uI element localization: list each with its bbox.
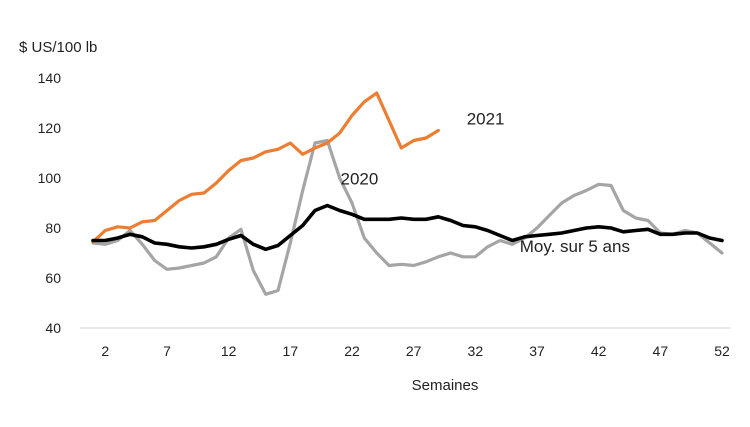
x-tick-label: 52	[714, 343, 730, 359]
series-label-5yr-average: Moy. sur 5 ans	[520, 237, 630, 256]
y-tick-label: 60	[45, 270, 61, 286]
series-line-5yr-average	[91, 203, 724, 252]
series-lines	[91, 91, 724, 296]
x-tick-label: 12	[221, 343, 237, 359]
x-tick-label: 2	[101, 343, 109, 359]
y-tick-label: 80	[45, 220, 61, 236]
x-tick-label: 7	[163, 343, 171, 359]
x-tick-label: 32	[468, 343, 484, 359]
x-axis: 2 7 12 17 22 27 32 37 42 47 52	[101, 343, 730, 359]
y-tick-label: 100	[38, 170, 62, 186]
y-axis: 40 60 80 100 120 140	[38, 70, 62, 336]
x-tick-label: 42	[591, 343, 607, 359]
series-line-2021	[91, 91, 440, 244]
y-tick-label: 40	[45, 320, 61, 336]
x-tick-label: 22	[344, 343, 360, 359]
x-axis-title: Semaines	[412, 377, 479, 394]
series-line-2020	[91, 138, 724, 296]
y-tick-label: 120	[38, 120, 62, 136]
x-tick-label: 27	[406, 343, 422, 359]
series-labels: 2021 2020 Moy. sur 5 ans	[340, 109, 629, 256]
series-label-2021: 2021	[467, 109, 505, 128]
x-tick-label: 47	[653, 343, 669, 359]
y-tick-label: 140	[38, 70, 62, 86]
series-label-2020: 2020	[340, 169, 378, 188]
x-tick-label: 37	[529, 343, 545, 359]
x-tick-label: 17	[283, 343, 299, 359]
y-axis-title: $ US/100 lb	[19, 39, 97, 56]
